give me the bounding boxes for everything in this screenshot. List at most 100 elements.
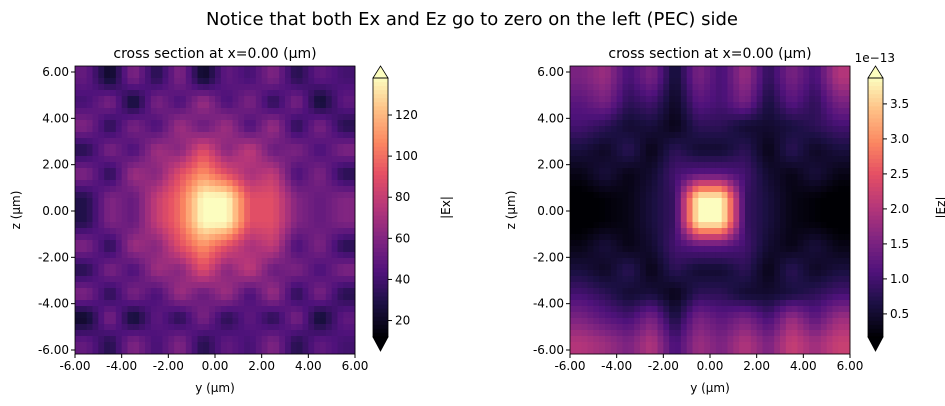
heatmap-cell [267,84,274,91]
heatmap-cell [628,234,635,241]
heatmap-cell [581,336,588,343]
heatmap-cell [593,72,600,79]
heatmap-cell [267,228,274,235]
heatmap-cell [279,168,286,175]
heatmap-cell [675,180,682,187]
heatmap-cell [657,228,664,235]
heatmap-cell [174,168,181,175]
heatmap-cell [337,96,344,103]
heatmap-cell [250,138,257,145]
heatmap-cell [780,84,787,91]
heatmap-cell [215,318,222,325]
heatmap-cell [197,210,204,217]
heatmap-cell [645,168,653,175]
heatmap-cell [727,288,734,295]
heatmap-cell [715,288,723,295]
heatmap-cell [238,180,245,187]
heatmap-cell [605,120,612,127]
heatmap-cell [232,198,239,205]
heatmap-cell [174,300,181,307]
heatmap-cell [762,132,769,139]
heatmap-cell [803,288,810,295]
heatmap-cell [174,156,181,163]
heatmap-cell [575,126,583,133]
heatmap-cell [168,234,175,241]
heatmap-cell [285,306,292,313]
heatmap-cell [692,210,699,217]
heatmap-cell [215,222,222,229]
heatmap-cell [185,336,193,343]
heatmap-cell [197,258,204,265]
heatmap-cell [774,132,781,139]
heatmap-cell [599,306,606,313]
heatmap-cell [279,306,286,313]
heatmap-cell [150,132,158,139]
heatmap-cell [669,264,676,271]
heatmap-cell [86,72,93,79]
heatmap-cell [296,192,303,199]
heatmap-cell [220,168,228,175]
heatmap-cell [191,174,198,181]
heatmap-cell [622,276,629,283]
heatmap-cell [308,276,315,283]
heatmap-cell [797,114,804,121]
heatmap-cell [80,114,88,121]
heatmap-cell [838,228,845,235]
heatmap-cell [261,324,268,331]
heatmap-cell [273,222,280,229]
heatmap-cell [610,258,618,265]
heatmap-cell [115,270,123,277]
heatmap-cell [815,228,822,235]
heatmap-cell [75,276,82,283]
heatmap-cell [349,192,356,199]
heatmap-cell [180,180,187,187]
heatmap-cell [675,246,682,253]
colorbar-segment [868,130,883,136]
heatmap-cell [215,162,222,169]
heatmap-cell [308,240,315,247]
heatmap-cell [780,132,787,139]
heatmap-cell [640,348,647,355]
heatmap-cell [133,294,140,301]
heatmap-cell [680,126,688,133]
heatmap-cell [628,336,635,343]
heatmap-cell [762,84,769,91]
heatmap-cell [349,96,356,103]
heatmap-cell [803,84,810,91]
heatmap-cell [320,150,327,157]
heatmap-cell [645,150,653,157]
heatmap-cell [750,270,758,277]
heatmap-cell [791,150,798,157]
heatmap-cell [80,264,88,271]
heatmap-cell [197,288,204,295]
heatmap-cell [622,114,629,121]
heatmap-cell [296,84,303,91]
heatmap-cell [727,204,734,211]
heatmap-cell [139,150,146,157]
heatmap-cell [774,210,781,217]
heatmap-cell [634,294,641,301]
heatmap-cell [127,258,134,265]
heatmap-cell [721,186,728,193]
heatmap-cell [686,102,693,109]
heatmap-cell [581,156,588,163]
heatmap-cell [337,252,344,259]
heatmap-cell [820,186,828,193]
heatmap-cell [203,324,210,331]
heatmap-cell [273,240,280,247]
heatmap-cell [139,288,146,295]
heatmap-cell [762,282,769,289]
heatmap-cell [698,222,705,229]
heatmap-cell [669,324,676,331]
heatmap-cell [92,210,99,217]
heatmap-cell [308,252,315,259]
x-tick-label: 4.00 [790,359,817,373]
heatmap-cell [762,138,769,145]
heatmap-cell [127,294,134,301]
colorbar-segment [868,260,883,265]
heatmap-cell [669,222,676,229]
heatmap-cell [587,192,594,199]
heatmap-cell [133,168,140,175]
heatmap-cell [174,342,181,349]
heatmap-cell [250,234,257,241]
